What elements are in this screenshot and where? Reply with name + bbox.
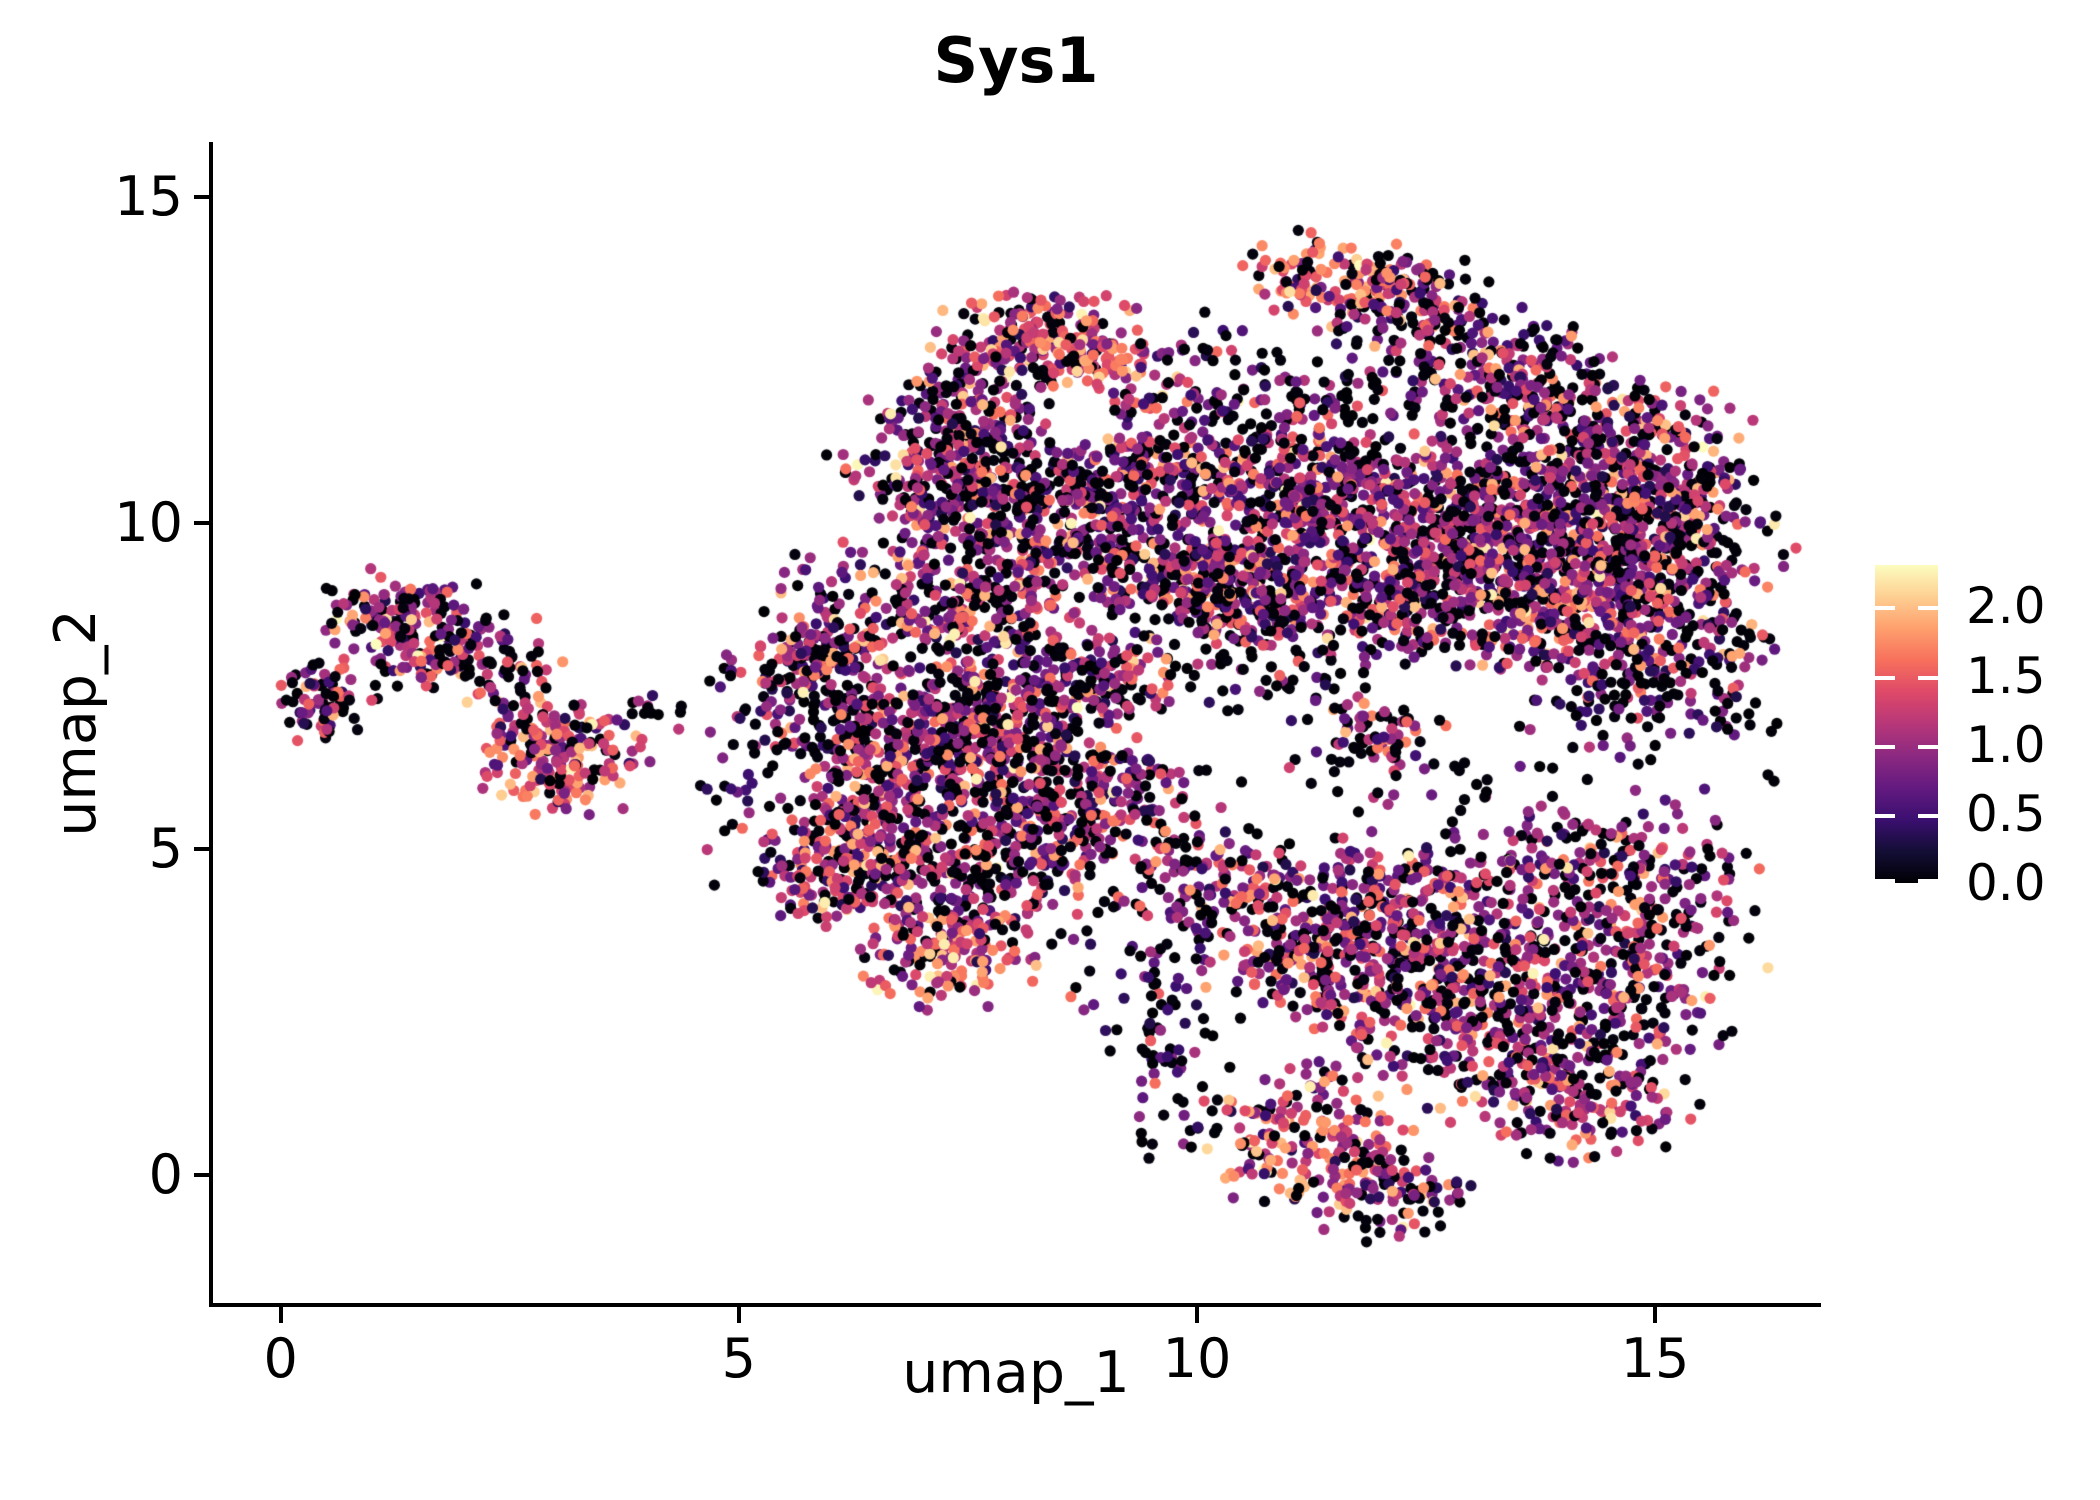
x-tick-label: 15 [1620,1327,1690,1390]
x-tick-mark [278,1305,283,1323]
y-tick-label: 10 [114,491,183,555]
colorbar-tick-dash [1918,675,1938,680]
colorbar-tick-label: 0.0 [1966,854,2046,912]
colorbar-tick-dash [1918,606,1938,611]
colorbar-tick-dash [1875,606,1895,611]
colorbar-gradient [1875,565,1938,883]
colorbar-tick-dash [1918,744,1938,749]
colorbar-tick-dash [1875,675,1895,680]
colorbar-tick-dash [1875,744,1895,749]
colorbar-tick-dash [1875,879,1895,883]
x-axis-title: umap_1 [902,1340,1130,1406]
x-tick-label: 10 [1162,1327,1232,1390]
y-tick-mark [194,1172,212,1177]
y-tick-label: 0 [148,1142,183,1206]
colorbar-tick-label: 0.5 [1966,784,2046,843]
colorbar-tick-dash [1875,813,1895,818]
colorbar-tick-dash [1918,879,1938,883]
plot-title: Sys1 [933,24,1099,97]
x-tick-label: 0 [263,1327,298,1390]
y-tick-mark [194,521,212,526]
x-axis-line [209,1303,1821,1307]
colorbar-tick-label: 1.5 [1966,646,2046,705]
x-tick-mark [1194,1305,1199,1323]
y-axis-title: umap_2 [43,609,109,837]
y-tick-label: 5 [148,816,183,880]
x-tick-mark [736,1305,741,1323]
x-tick-mark [1653,1305,1658,1323]
colorbar-tick-dash [1918,813,1938,818]
x-tick-label: 5 [721,1327,756,1390]
y-tick-label: 15 [114,165,183,229]
colorbar-tick-label: 1.0 [1966,715,2046,774]
y-tick-mark [194,846,212,851]
colorbar-tick-label: 2.0 [1966,577,2046,636]
y-tick-mark [194,195,212,200]
y-axis-line [209,142,213,1307]
